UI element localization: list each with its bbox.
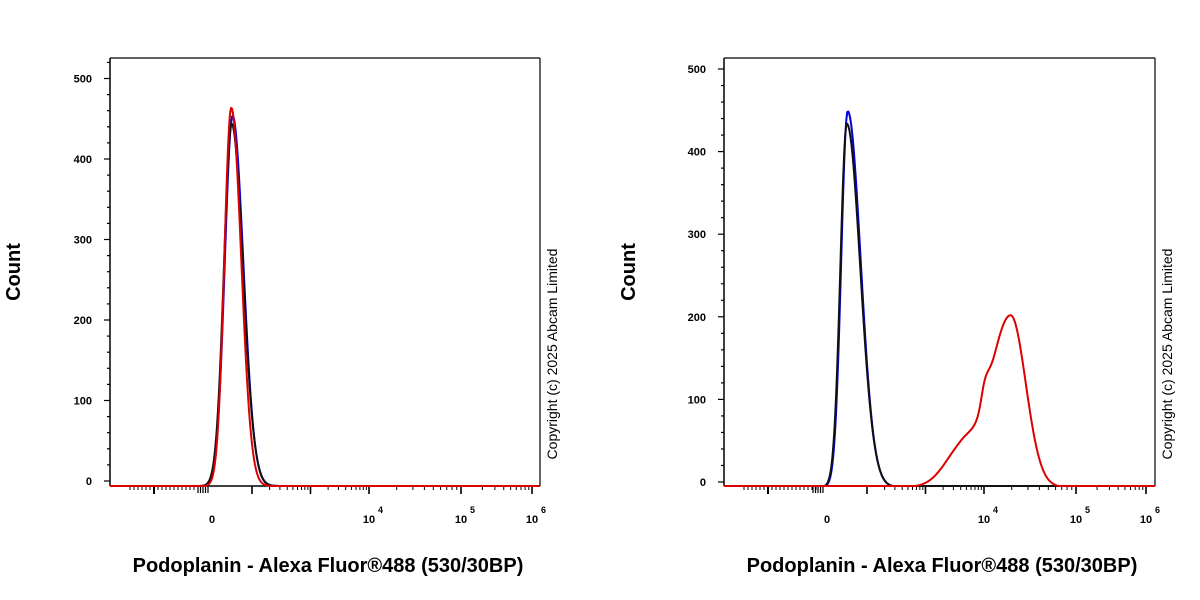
y-tick-label: 100 (688, 394, 706, 406)
x-tick-label: 10 (1140, 514, 1152, 526)
copyright-watermark: Copyright (c) 2025 Abcam Limited (1159, 249, 1175, 460)
y-tick-label: 400 (74, 154, 92, 166)
x-tick-label: 0 (824, 514, 830, 526)
x-tick-exponent: 5 (470, 505, 475, 515)
x-tick-label: 10 (526, 514, 538, 526)
y-tick-label: 0 (700, 477, 706, 489)
histogram-series-2 (724, 122, 1155, 487)
x-tick-label: 10 (363, 514, 375, 526)
y-tick-label: 500 (688, 64, 706, 76)
x-tick-exponent: 4 (993, 505, 998, 515)
y-tick-label: 100 (74, 396, 92, 408)
y-tick-label: 300 (74, 235, 92, 247)
histogram-series-2 (110, 122, 540, 487)
x-tick-label: 10 (455, 514, 467, 526)
x-tick-exponent: 6 (1155, 505, 1160, 515)
y-tick-label: 500 (74, 74, 92, 86)
y-tick-label: 300 (688, 229, 706, 241)
x-tick-label: 10 (1070, 514, 1082, 526)
x-tick-label: 10 (978, 514, 990, 526)
y-tick-label: 200 (74, 315, 92, 327)
histogram-series-1 (110, 115, 540, 487)
x-tick-label: 0 (209, 514, 215, 526)
x-tick-exponent: 6 (541, 505, 546, 515)
y-tick-label: 200 (688, 312, 706, 324)
x-tick-exponent: 5 (1085, 505, 1090, 515)
x-axis-label: Podoplanin - Alexa Fluor®488 (530/30BP) (133, 555, 524, 577)
histogram-series-3 (724, 314, 1155, 487)
y-axis-label: Count (618, 243, 640, 301)
copyright-watermark: Copyright (c) 2025 Abcam Limited (544, 249, 560, 460)
x-axis-label: Podoplanin - Alexa Fluor®488 (530/30BP) (747, 555, 1138, 577)
x-tick-exponent: 4 (378, 505, 383, 515)
histogram-series-1 (724, 110, 1155, 487)
histogram-series-3 (110, 106, 540, 487)
y-axis-label: Count (3, 243, 25, 301)
y-tick-label: 400 (688, 147, 706, 159)
y-tick-label: 0 (86, 476, 92, 488)
